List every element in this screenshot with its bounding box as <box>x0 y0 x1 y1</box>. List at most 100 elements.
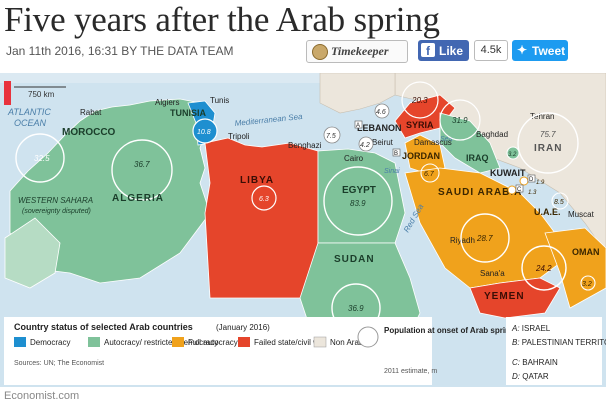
city-muscat: Muscat <box>568 210 595 219</box>
country-egypt: EGYPT 83.9 <box>323 166 393 236</box>
svg-text:83.9: 83.9 <box>350 199 366 208</box>
city-benghazi: Benghazi <box>288 141 322 150</box>
legend-population-sub: 2011 estimate, m <box>384 368 437 375</box>
bubble-iraq <box>439 99 481 141</box>
legend-population-label: Population at onset of Arab spring <box>384 326 515 335</box>
footer-source: Economist.com <box>4 390 80 402</box>
svg-text:36.9: 36.9 <box>348 304 364 313</box>
timekeeper-label: Timekeeper <box>331 44 389 58</box>
oman-region <box>544 227 606 309</box>
bubble-qatar <box>519 176 529 186</box>
legend-non-arab: Non Arab <box>330 338 364 347</box>
svg-text:1.9: 1.9 <box>536 180 545 186</box>
country-lebanon: LEBANON 4.2 <box>357 123 402 152</box>
facebook-icon: f <box>421 43 435 58</box>
bubble-oman <box>580 275 596 291</box>
svg-text:B: B <box>394 151 398 157</box>
twitter-icon: ✦ <box>517 43 528 57</box>
bubble-algeria <box>111 139 173 201</box>
svg-text:(sovereignty disputed): (sovereignty disputed) <box>22 208 91 215</box>
bubble-egypt <box>323 166 393 236</box>
key-list: A: ISRAEL B: PALESTINIAN TERRITORIES C: … <box>511 324 606 381</box>
economist-red-tag <box>4 81 11 105</box>
tweet-button[interactable]: ✦ Tweet <box>512 40 568 61</box>
city-riyadh: Riyadh <box>450 236 475 245</box>
svg-text:EGYPT: EGYPT <box>342 185 376 196</box>
country-jordan: JORDAN 6.7 <box>402 151 440 183</box>
like-count: 4.5k <box>474 40 508 61</box>
country-qatar: 1.9 <box>519 176 545 186</box>
svg-text:75.7: 75.7 <box>540 130 556 139</box>
bubble-morocco <box>15 133 65 183</box>
svg-text:SAUDI ARABIA: SAUDI ARABIA <box>438 187 522 198</box>
country-tunisia: TUNISIA 10.8 <box>170 108 218 144</box>
country-bahrain: 1.3 <box>507 185 537 196</box>
country-uae: U.A.E. 8.5 <box>534 192 569 217</box>
svg-text:A: A <box>356 123 360 129</box>
like-label: Like <box>439 44 464 58</box>
svg-text:1.3: 1.3 <box>528 190 537 196</box>
sinai-label: Sinai <box>384 168 400 175</box>
article-byline: Jan 11th 2016, 16:31 BY THE DATA TEAM <box>6 44 234 58</box>
timekeeper-icon <box>312 44 328 60</box>
svg-text:IRAN: IRAN <box>534 143 562 154</box>
svg-text:B: PALESTINIAN TERRITORIES: B: PALESTINIAN TERRITORIES <box>512 338 606 347</box>
svg-text:28.7: 28.7 <box>476 234 493 243</box>
country-yemen: 24.2 YEMEN <box>484 245 567 302</box>
timekeeper-button[interactable]: Timekeeper <box>306 40 408 63</box>
ocean-label: OCEAN <box>14 118 47 128</box>
iraq-region <box>439 112 501 174</box>
country-syria: 20.3 SYRIA <box>401 81 439 130</box>
bubble-tunisia <box>192 118 218 144</box>
bubble-palestine <box>374 103 390 119</box>
country-algeria: 36.7 ALGERIA <box>111 139 173 204</box>
svg-text:LEBANON: LEBANON <box>357 123 402 133</box>
bubble-jordan <box>420 163 440 183</box>
city-tehran: Tehran <box>530 112 554 121</box>
marker-a <box>354 120 363 129</box>
svg-text:A: ISRAEL: A: ISRAEL <box>511 324 551 333</box>
svg-text:TUNISIA: TUNISIA <box>170 108 207 118</box>
svg-text:SYRIA: SYRIA <box>406 120 434 130</box>
svg-text:LIBYA: LIBYA <box>240 175 274 186</box>
svg-text:SUDAN: SUDAN <box>334 254 375 265</box>
svg-text:32.5: 32.5 <box>34 154 50 163</box>
city-tunis: Tunis <box>210 96 229 105</box>
legend-swatch-democracy <box>14 337 26 347</box>
bubble-syria <box>401 81 439 119</box>
facebook-like-button[interactable]: f Like <box>418 40 469 61</box>
legend-box <box>4 317 432 385</box>
legend-swatch-non-arab <box>313 336 327 348</box>
western-sahara-region <box>4 217 61 289</box>
turkey-region <box>319 73 396 114</box>
svg-text:C: C <box>517 187 522 193</box>
country-saudi-arabia: SAUDI ARABIA 28.7 <box>438 187 522 263</box>
marker-b <box>392 148 401 157</box>
city-baghdad: Baghdad <box>476 130 508 139</box>
bubble-israel <box>323 126 341 144</box>
svg-text:IRAQ: IRAQ <box>466 153 489 163</box>
legend-sources: Sources: UN; The Economist <box>14 360 104 367</box>
legend-swatch-failed-state <box>238 337 250 347</box>
svg-text:10.8: 10.8 <box>197 129 211 136</box>
marker-d <box>527 174 536 183</box>
svg-text:6.3: 6.3 <box>259 196 269 203</box>
sea-label: Sea <box>440 136 453 143</box>
svg-text:3.2: 3.2 <box>508 152 517 158</box>
key-box <box>506 317 602 385</box>
svg-text:36.7: 36.7 <box>134 160 150 169</box>
libya-region <box>204 137 319 299</box>
svg-text:4.2: 4.2 <box>360 142 370 149</box>
svg-text:WESTERN SAHARA: WESTERN SAHARA <box>18 196 93 205</box>
svg-text:JORDAN: JORDAN <box>402 151 440 161</box>
svg-text:D: D <box>529 177 534 183</box>
bubble-yemen <box>521 245 567 291</box>
svg-text:31.9: 31.9 <box>452 116 468 125</box>
legend-failed-state: Failed state/civil war <box>254 338 326 347</box>
legend-autocracy: Autocracy/ restricted democracy <box>104 338 218 347</box>
svg-text:ALGERIA: ALGERIA <box>112 193 164 204</box>
bubble-iran <box>517 112 579 174</box>
city-algiers: Algiers <box>155 98 179 107</box>
legend-swatch-full-autocracy <box>172 337 184 347</box>
legend-title: Country status of selected Arab countrie… <box>14 322 193 332</box>
